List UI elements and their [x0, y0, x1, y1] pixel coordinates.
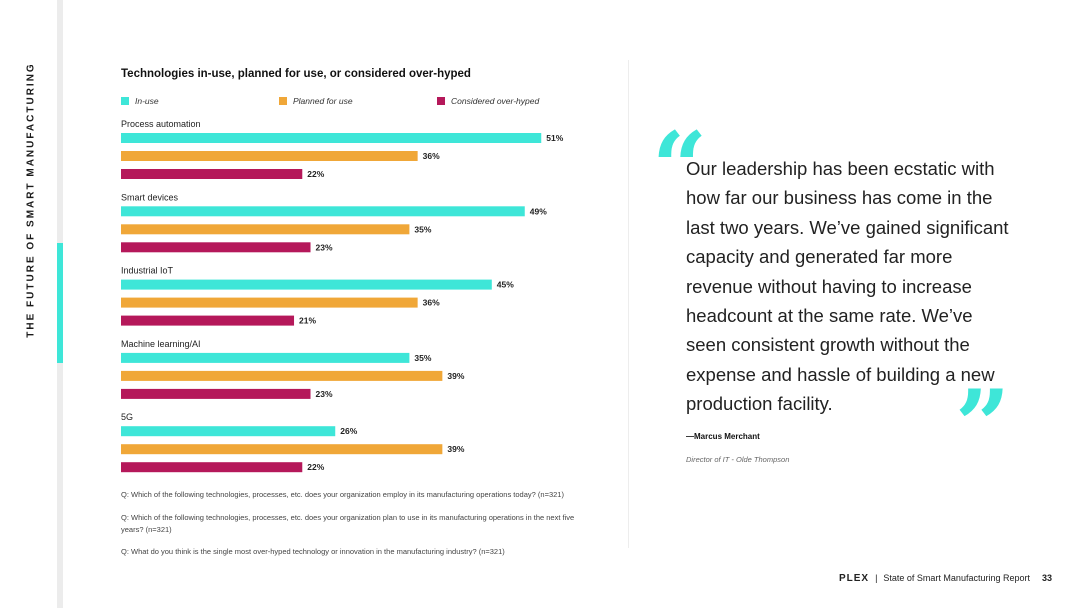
left-rail-accent	[57, 243, 63, 363]
bar-value-label: 36%	[423, 151, 440, 161]
legend-label: Planned for use	[293, 96, 353, 106]
section-title: THE FUTURE OF SMART MANUFACTURING	[25, 62, 37, 338]
legend-in-use: In-use	[121, 96, 159, 106]
bar-value-label: 23%	[316, 389, 333, 399]
bar-value-label: 35%	[414, 224, 431, 234]
category-label: 5G	[121, 412, 133, 422]
bar	[121, 206, 525, 217]
bar-value-label: 21%	[299, 316, 316, 326]
bar-value-label: 51%	[546, 133, 563, 143]
category-label: Smart devices	[121, 192, 179, 202]
bar-value-label: 35%	[414, 353, 431, 363]
bar-value-label: 45%	[497, 280, 514, 290]
quote-author-role: Director of IT - Olde Thompson	[686, 455, 790, 464]
bar	[121, 426, 336, 437]
bar-value-label: 22%	[307, 462, 324, 472]
bar-value-label: 22%	[307, 169, 324, 179]
legend-planned: Planned for use	[279, 96, 353, 106]
testimonial-quote: Our leadership has been ecstatic with ho…	[686, 158, 1009, 415]
bar	[121, 352, 410, 363]
page-number: 33	[1041, 573, 1052, 583]
bar	[121, 279, 492, 290]
legend-over-hyped: Considered over-hyped	[437, 96, 539, 106]
bar	[121, 169, 303, 179]
category-label: Industrial IoT	[121, 266, 174, 276]
plex-logo: PLEX	[838, 573, 870, 584]
bar-value-label: 26%	[340, 426, 357, 436]
bar	[121, 462, 303, 473]
open-quote-icon: “	[652, 111, 708, 224]
report-title: State of Smart Manufacturing Report	[883, 573, 1030, 583]
footnote-question-2: Q: Which of the following technologies, …	[121, 513, 575, 534]
bar-chart: Process automation 51% 36% 22% Smart devices…	[121, 119, 564, 473]
bar-value-label: 39%	[447, 371, 464, 381]
bar-value-label: 36%	[423, 298, 440, 308]
bar	[121, 224, 410, 235]
footnote-question-3: Q: What do you think is the single most …	[121, 547, 505, 556]
close-quote-icon: ”	[955, 369, 1011, 482]
bar	[121, 242, 311, 253]
bar	[121, 388, 311, 399]
legend-swatch-in-use	[121, 97, 129, 105]
column-divider	[628, 60, 629, 548]
legend-swatch-planned	[279, 97, 287, 105]
bar	[121, 315, 295, 326]
bar	[121, 133, 542, 143]
legend-label: Considered over-hyped	[451, 96, 540, 106]
bar	[121, 444, 443, 455]
footnote-question-1: Q: Which of the following technologies, …	[121, 490, 564, 499]
legend-swatch-over-hyped	[437, 97, 445, 105]
category-label: Process automation	[121, 119, 201, 129]
bar-value-label: 49%	[530, 206, 547, 216]
bar-value-label: 23%	[316, 242, 333, 252]
quote-author: —Marcus Merchant	[686, 432, 760, 441]
bar	[121, 370, 443, 381]
legend-label: In-use	[135, 96, 159, 106]
bar	[121, 297, 418, 308]
chart-title: Technologies in-use, planned for use, or…	[121, 68, 471, 80]
footer: PLEX | State of Smart Manufacturing Report…	[839, 573, 1052, 584]
footer-separator: |	[875, 573, 878, 583]
bar-value-label: 39%	[447, 444, 464, 454]
category-label: Machine learning/AI	[121, 339, 201, 349]
bar	[121, 151, 418, 161]
